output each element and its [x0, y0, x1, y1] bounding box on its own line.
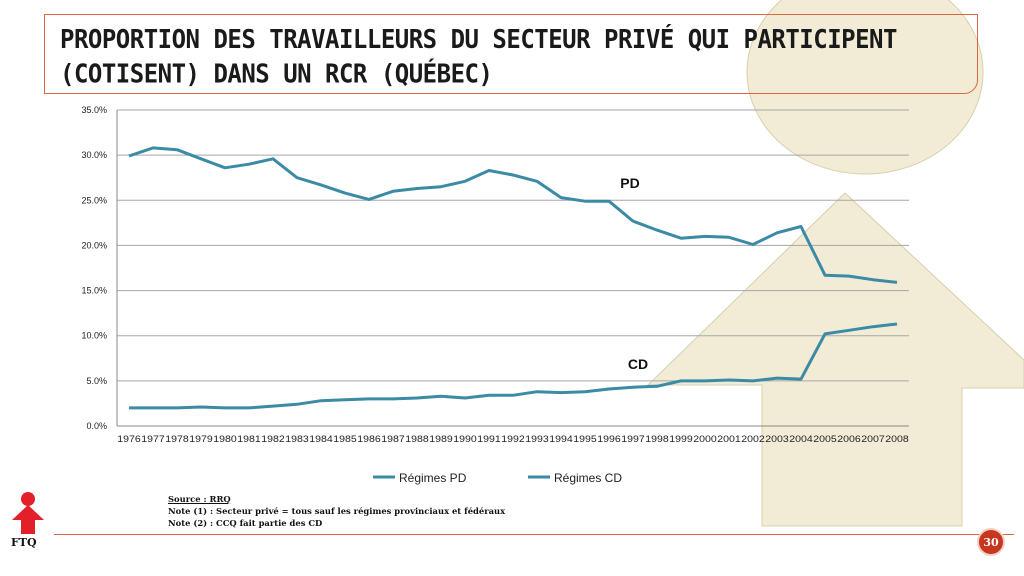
x-tick-label: 2004 [789, 434, 813, 444]
x-tick-label: 1985 [333, 434, 357, 444]
source-notes: Source : RRQ Note (1) : Secteur privé = … [168, 493, 505, 529]
decorative-up-arrow [646, 192, 1024, 527]
y-axis-ticks: 0.0% 5.0% 10.0% 15.0% 20.0% 25.0% 30.0% 35.0% [81, 105, 107, 431]
series-label: CD [628, 356, 648, 372]
x-tick-label: 1976 [117, 434, 141, 444]
x-tick-label: 1981 [237, 434, 261, 444]
y-tick-label: 30.0% [81, 150, 107, 160]
x-tick-label: 1983 [285, 434, 309, 444]
x-tick-label: 1998 [645, 434, 669, 444]
x-tick-label: 2005 [813, 434, 837, 444]
gridlines [116, 109, 909, 427]
ftq-logo-text: FTQ [11, 536, 37, 549]
chart-legend: Régimes PD Régimes CD [373, 471, 622, 485]
footer-divider [54, 534, 1014, 535]
x-tick-label: 2000 [693, 434, 717, 444]
series-label: PD [620, 175, 639, 191]
y-tick-label: 10.0% [81, 331, 107, 341]
ftq-logo [12, 492, 44, 534]
x-tick-label: 1977 [141, 434, 165, 444]
x-tick-label: 1988 [405, 434, 429, 444]
y-tick-label: 15.0% [81, 286, 107, 296]
x-tick-label: 1995 [573, 434, 597, 444]
source-label: Source : RRQ [168, 494, 231, 504]
logo-arrow-icon [12, 505, 44, 534]
title-frame [44, 14, 978, 94]
series-line-pd [128, 146, 898, 284]
x-tick-label: 1980 [213, 434, 237, 444]
x-tick-label: 1994 [549, 434, 573, 444]
decorative-circle [746, 0, 984, 175]
y-tick-label: 0.0% [86, 421, 107, 431]
series-line-cd [129, 322, 898, 410]
page-number-badge: 30 [977, 528, 1005, 556]
y-tick-label: 20.0% [81, 240, 107, 250]
x-tick-label: 1992 [501, 434, 525, 444]
note-2: Note (2) : CCQ fait partie des CD [168, 518, 323, 528]
series-lines [128, 146, 898, 410]
x-tick-label: 2003 [765, 434, 789, 444]
series-labels: PD CD [620, 175, 648, 372]
x-tick-label: 1987 [381, 434, 405, 444]
note-1: Note (1) : Secteur privé = tous sauf les… [168, 506, 506, 516]
x-tick-label: 2001 [717, 434, 741, 444]
x-tick-label: 1986 [357, 434, 381, 444]
legend-label: Régimes CD [554, 471, 622, 485]
x-tick-label: 1996 [597, 434, 621, 444]
x-tick-label: 1979 [189, 434, 213, 444]
x-tick-label: 1982 [261, 434, 285, 444]
x-tick-label: 1997 [621, 434, 645, 444]
x-tick-label: 1999 [669, 434, 693, 444]
x-axis-ticks: 1976 1977 1978 1979 1980 1981 1982 1983 1984 1985… [117, 434, 909, 444]
y-tick-label: 5.0% [86, 376, 107, 386]
x-tick-label: 2006 [837, 434, 861, 444]
x-tick-label: 1991 [477, 434, 501, 444]
x-tick-label: 2002 [741, 434, 765, 444]
x-tick-label: 2008 [885, 434, 909, 444]
x-tick-label: 1993 [525, 434, 549, 444]
x-tick-label: 1989 [429, 434, 453, 444]
legend-label: Régimes PD [399, 471, 467, 485]
logo-head-icon [21, 492, 35, 506]
y-tick-label: 35.0% [81, 105, 107, 115]
x-tick-label: 1990 [453, 434, 477, 444]
x-tick-label: 1984 [309, 434, 333, 444]
y-tick-label: 25.0% [81, 195, 107, 205]
x-tick-label: 1978 [165, 434, 189, 444]
slide-title: Proportion des travailleurs du secteur p… [60, 24, 897, 89]
x-tick-label: 2007 [861, 434, 885, 444]
